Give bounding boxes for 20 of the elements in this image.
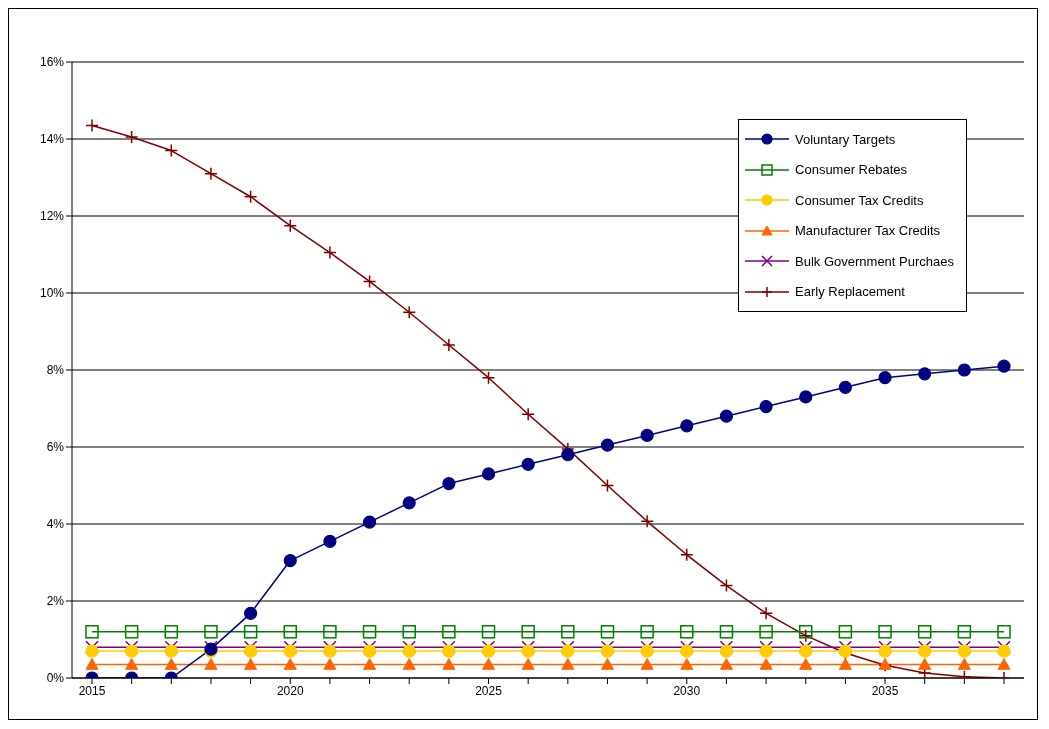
y-tick-label: 6% [46,440,65,455]
y-tick-label: 0% [46,671,65,686]
y-tick-label: 16% [39,55,65,70]
x-tick-label: 2030 [673,683,701,698]
legend-label: Early Replacement [795,284,905,300]
x-tick-label: 2020 [276,683,304,698]
x-tick-label: 2025 [475,683,503,698]
y-tick-label: 14% [39,132,65,147]
y-tick-label: 12% [39,209,65,224]
x-tick-label: 2015 [78,683,106,698]
legend-label: Consumer Tax Credits [795,192,924,208]
legend-label: Bulk Government Purchaes [795,253,954,269]
legend-label: Manufacturer Tax Credits [795,223,941,239]
x-tick-label: 2035 [871,683,899,698]
legend-label: Consumer Rebates [795,162,908,178]
y-tick-label: 8% [46,363,65,378]
y-tick-label: 2% [46,594,65,609]
y-tick-label: 10% [39,286,65,301]
legend-label: Voluntary Targets [795,131,896,147]
y-tick-label: 4% [46,517,65,532]
